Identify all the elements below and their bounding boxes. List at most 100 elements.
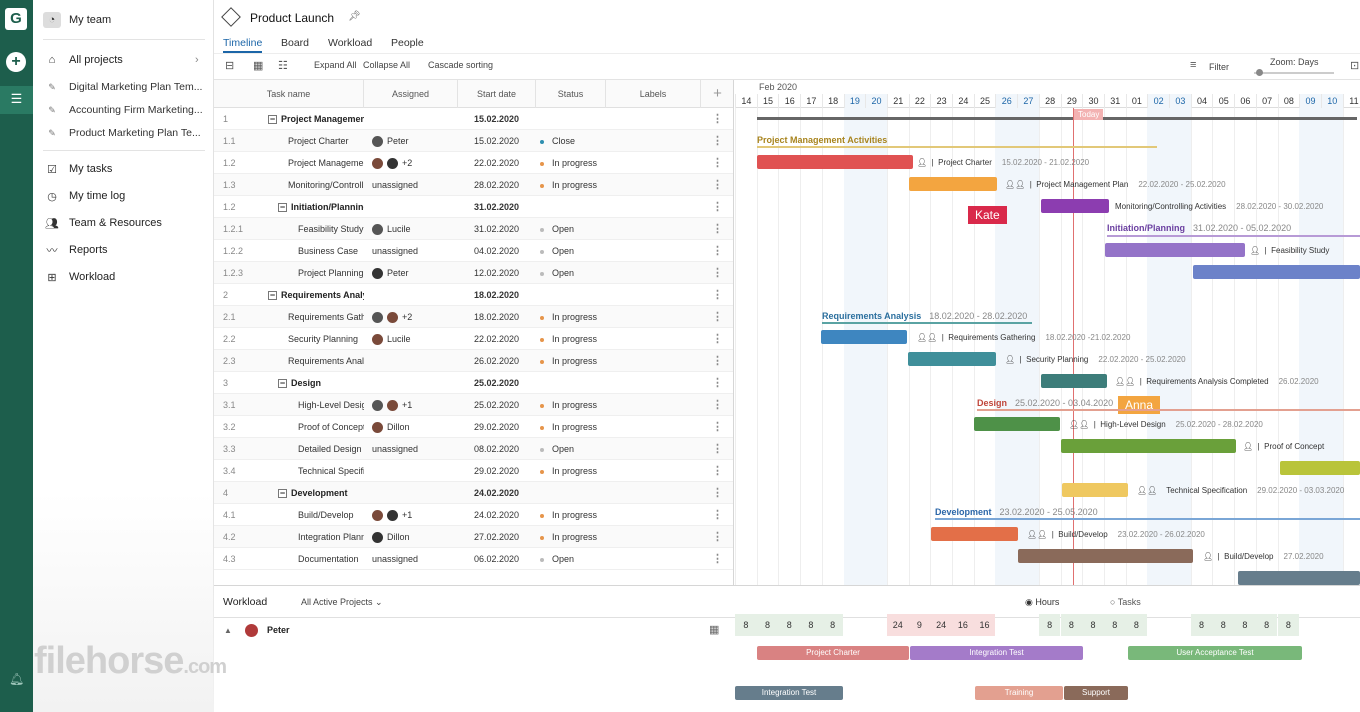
status[interactable]: In progress [540,416,597,438]
workload-bar[interactable]: Project Charter [757,646,909,660]
gantt-bar[interactable] [1280,461,1360,475]
start-date[interactable]: 18.02.2020 [474,312,520,322]
task-name[interactable]: High-Level Design [298,400,364,410]
gantt-bar[interactable] [757,155,913,169]
workload-bar[interactable]: Training [975,686,1063,700]
assigned[interactable]: Dillon [372,526,410,548]
task-name[interactable]: Integration Plann... [298,532,364,542]
row-menu-icon[interactable]: ⋮ [712,267,723,279]
collapse-toggle[interactable]: − [268,114,277,125]
table-row[interactable]: 2.2 Security Planning Lucile 22.02.2020 In p… [214,328,733,350]
row-menu-icon[interactable]: ⋮ [712,487,723,499]
add-icon[interactable]: + [6,52,26,72]
table-row[interactable]: 3.3 Detailed Design unassigned 08.02.2020 Op… [214,438,733,460]
table-row[interactable]: 3 − Design 25.02.2020 ⋮ [214,372,733,394]
start-date[interactable]: 28.02.2020 [474,180,520,190]
table-row[interactable]: 1 −Project Management... 15.02.2020 ⋮ [214,108,733,130]
task-name[interactable]: Proof of Concept [298,422,364,432]
gantt-bar[interactable] [1238,571,1360,585]
collapse-toggle[interactable]: − [278,488,287,499]
status[interactable]: Open [540,438,574,460]
status[interactable]: In progress [540,328,597,350]
assigned[interactable]: unassigned [372,554,419,564]
project-filter-select[interactable]: All Active Projects ⌄ [301,597,383,607]
start-date[interactable]: 15.02.2020 [474,136,520,146]
table-row[interactable]: 1.2.1 Feasibility Study Lucile 31.02.2020 Op… [214,218,733,240]
row-menu-icon[interactable]: ⋮ [712,509,723,521]
task-name[interactable]: − Development [278,488,348,499]
status[interactable]: Close [540,130,575,152]
zoom-slider-handle[interactable] [1256,69,1263,76]
collapse-icon[interactable]: ▲ [224,626,232,635]
assigned[interactable]: unassigned [372,444,419,454]
status[interactable]: In progress [540,306,597,328]
task-name[interactable]: Project Manageme... [288,158,364,168]
row-menu-icon[interactable]: ⋮ [712,399,723,411]
filter-icon[interactable]: ≡ [1190,59,1197,71]
row-menu-icon[interactable]: ⋮ [712,333,723,345]
gantt-bar[interactable] [974,417,1060,431]
collapse-toggle[interactable]: − [278,378,287,389]
table-row[interactable]: 4.2 Integration Plann... Dillon 27.02.2020 I… [214,526,733,548]
assigned[interactable]: +1 [372,504,412,526]
menu-icon[interactable]: ☰ [0,86,33,114]
row-menu-icon[interactable]: ⋮ [712,311,723,323]
task-name[interactable]: Build/Develop [298,510,354,520]
task-name[interactable]: − Initiation/Planning [278,202,364,213]
task-name[interactable]: −Requirements Analy... [268,290,364,301]
collapse-toggle[interactable]: − [278,202,287,213]
assigned[interactable]: Peter [372,262,409,284]
task-name[interactable]: Detailed Design [298,444,362,454]
tasks-radio[interactable]: ○ Tasks [1110,597,1141,607]
row-menu-icon[interactable]: ⋮ [712,135,723,147]
collapse-all-button[interactable]: Collapse All [363,60,411,70]
gantt-bar[interactable] [821,330,907,344]
gantt-bar[interactable] [1041,374,1107,388]
start-date[interactable]: 25.02.2020 [474,378,520,388]
hierarchy-icon[interactable]: ☷ [278,60,288,72]
assigned[interactable]: Dillon [372,416,410,438]
start-date[interactable]: 26.02.2020 [474,356,520,366]
sidebar-item-reports[interactable]: 〰 Reports [43,241,108,259]
workload-bar[interactable]: Integration Test [910,646,1083,660]
gantt-bar[interactable] [1062,483,1128,497]
column-labels[interactable]: Labels [606,80,701,108]
start-date[interactable]: 29.02.2020 [474,466,520,476]
tab-people[interactable]: People [391,37,424,49]
row-menu-icon[interactable]: ⋮ [712,421,723,433]
calendar-icon[interactable]: ▦ [253,60,264,72]
table-row[interactable]: 4.3 Documentation unassigned 06.02.2020 Open… [214,548,733,570]
status[interactable]: Open [540,262,574,284]
sidebar-item-time-log[interactable]: ◷ My time log [43,187,125,205]
task-name[interactable]: −Project Management... [268,114,364,125]
status[interactable]: In progress [540,152,597,174]
start-date[interactable]: 18.02.2020 [474,290,520,300]
sidebar-item-recent-3[interactable]: ✎ Product Marketing Plan Te... [43,124,201,142]
gantt-bar[interactable] [1018,549,1193,563]
sidebar-item-workload[interactable]: ⊞ Workload [43,268,115,286]
column-task-name[interactable]: Task name [214,80,364,108]
workload-bar[interactable]: Integration Test [735,686,843,700]
task-name[interactable]: Security Planning [288,334,359,344]
row-menu-icon[interactable]: ⋮ [712,201,723,213]
row-menu-icon[interactable]: ⋮ [712,553,723,565]
sidebar-item-recent-1[interactable]: ✎ Digital Marketing Plan Tem... [43,78,202,96]
gantt-bar[interactable] [1061,439,1236,453]
row-menu-icon[interactable]: ⋮ [712,289,723,301]
sidebar-item-team[interactable]: ◔ My team [43,11,111,29]
app-logo[interactable]: G [5,8,27,30]
notification-icon[interactable]: 🔔︎ [9,672,25,686]
collapse-toggle[interactable]: − [268,290,277,301]
sidebar-item-team-resources[interactable]: 👥︎ Team & Resources [43,214,162,232]
table-row[interactable]: 4 − Development 24.02.2020 ⋮ [214,482,733,504]
row-menu-icon[interactable]: ⋮ [712,443,723,455]
task-name[interactable]: Project Charter [288,136,349,146]
row-menu-icon[interactable]: ⋮ [712,223,723,235]
table-row[interactable]: 1.2.3 Project Planning Peter 12.02.2020 Open… [214,262,733,284]
row-menu-icon[interactable]: ⋮ [712,179,723,191]
hours-radio[interactable]: ◉ Hours [1025,597,1060,607]
start-date[interactable]: 24.02.2020 [474,510,520,520]
table-row[interactable]: 4.1 Build/Develop +1 24.02.2020 In progress ⋮ [214,504,733,526]
gantt-bar[interactable] [1193,265,1360,279]
column-status[interactable]: Status [536,80,606,108]
